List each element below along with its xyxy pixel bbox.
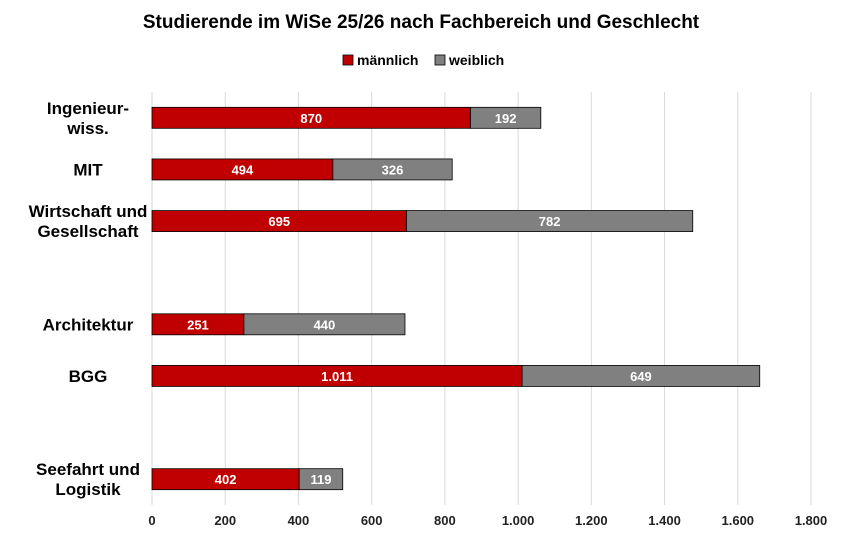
x-axis-ticks: 0 200 400 600 800 1.000 1.200 1.400 1.600 1.800 [148, 513, 827, 528]
category-label: Ingenieur- [47, 99, 129, 118]
category-label: BGG [69, 367, 108, 386]
bar-segment [406, 210, 694, 232]
x-tick-label: 1.600 [722, 513, 755, 528]
data-label: 402 [215, 472, 237, 487]
data-label: 782 [539, 214, 561, 229]
data-label: 251 [187, 317, 209, 332]
category-label: Wirtschaft und [29, 202, 148, 221]
data-label: 440 [314, 317, 336, 332]
category-label: Gesellschaft [37, 222, 138, 241]
legend-label: männlich [357, 52, 418, 68]
gridlines [151, 92, 812, 505]
category-label: MIT [73, 160, 103, 179]
x-tick-label: 200 [214, 513, 236, 528]
data-label: 494 [232, 162, 254, 177]
bar-segment [521, 365, 761, 387]
data-label: 326 [382, 162, 404, 177]
x-tick-label: 600 [361, 513, 383, 528]
category-labels: Ingenieur-wiss. MIT Wirtschaft undGesellsc… [29, 99, 148, 499]
data-label: 1.011 [321, 369, 353, 384]
data-label: 870 [300, 111, 322, 126]
category-label: Logistik [55, 480, 121, 499]
x-tick-label: 1.800 [795, 513, 828, 528]
legend-label: weiblich [448, 52, 504, 68]
bars: 870 192 494 326 695 782 251 440 1.011 649 402 119 [151, 106, 761, 491]
bar-segment [332, 158, 453, 181]
category-label: Seefahrt und [36, 460, 140, 479]
bar-segment [298, 468, 344, 491]
x-tick-label: 1.000 [502, 513, 535, 528]
x-tick-label: 1.200 [575, 513, 608, 528]
data-label: 192 [495, 111, 517, 126]
legend: männlich weiblich [342, 52, 504, 68]
category-label: Architektur [43, 315, 134, 334]
x-tick-label: 1.400 [648, 513, 681, 528]
category-label: wiss. [66, 119, 109, 138]
x-tick-label: 400 [288, 513, 310, 528]
data-label: 119 [310, 472, 331, 487]
x-tick-label: 800 [434, 513, 456, 528]
chart-title: Studierende im WiSe 25/26 nach Fachberei… [143, 12, 700, 33]
legend-swatch [342, 54, 354, 66]
bar-segment [470, 106, 542, 129]
x-tick-label: 0 [148, 513, 155, 528]
data-label: 695 [268, 214, 290, 229]
bar-segment [243, 313, 406, 336]
legend-swatch [434, 54, 446, 66]
data-label: 649 [630, 369, 652, 384]
